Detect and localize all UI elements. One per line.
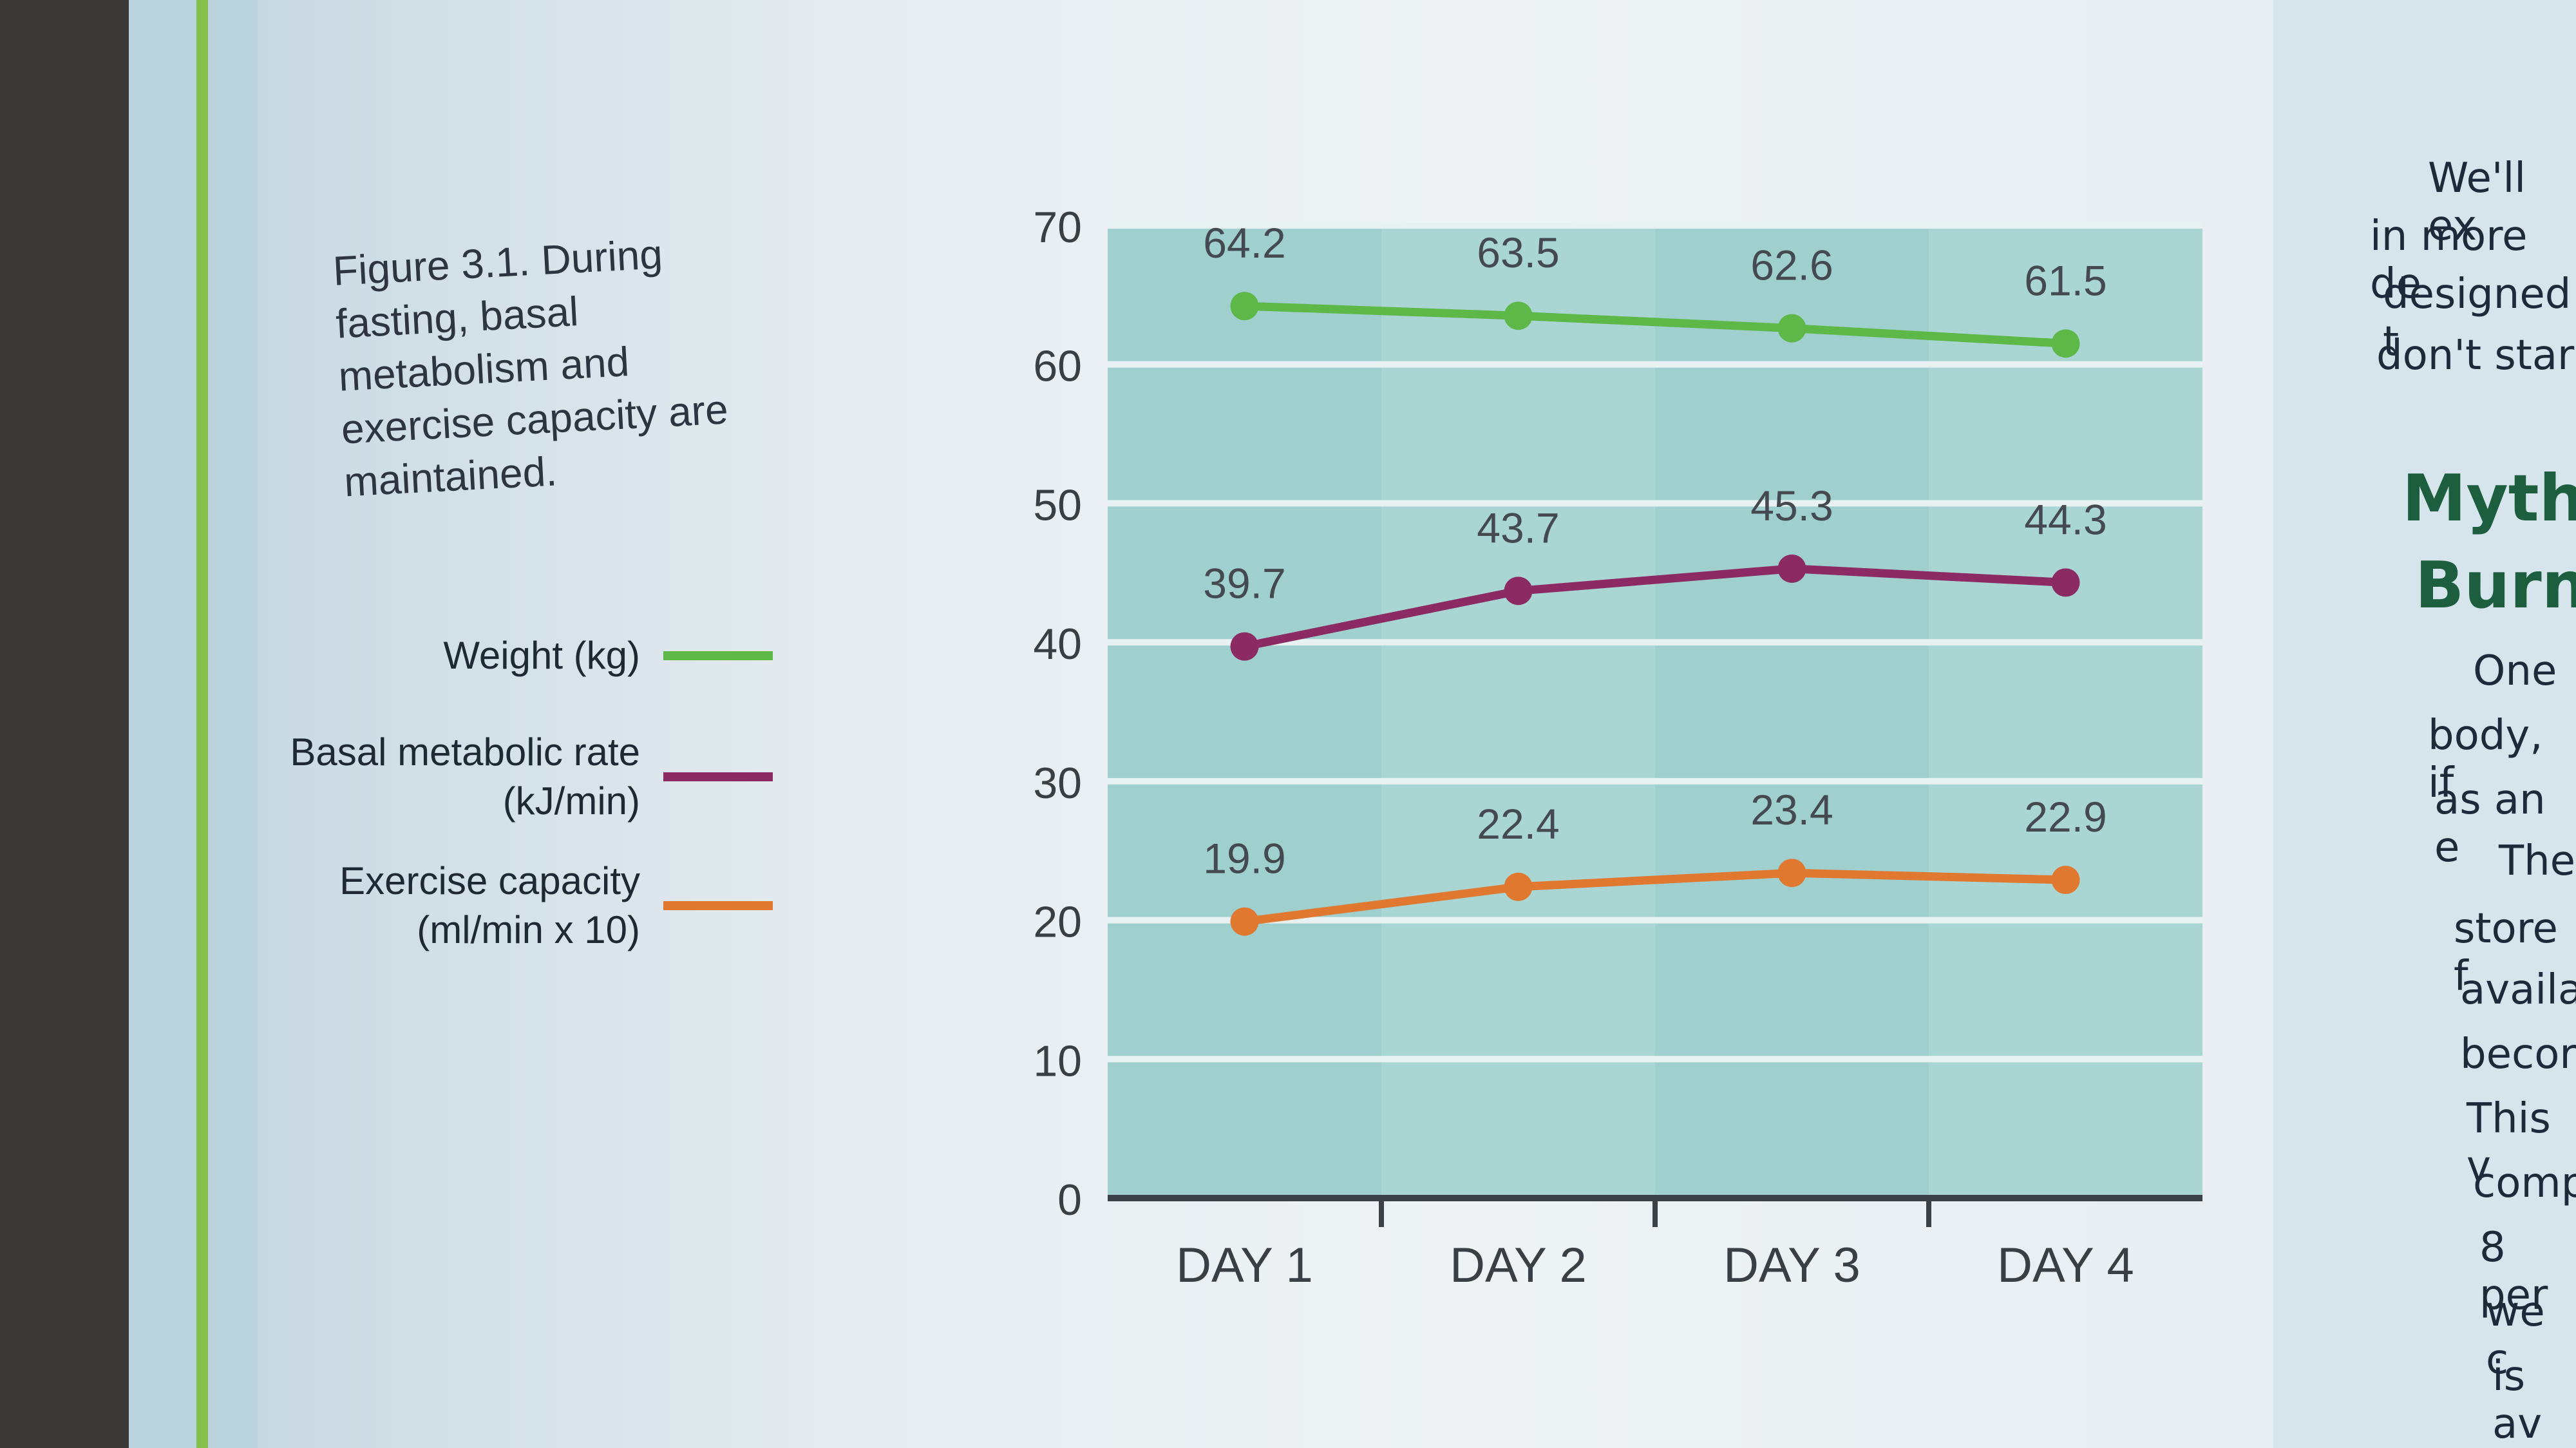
facing-page-text: We'll ex in more de designed t don't sta… bbox=[2344, 0, 2576, 1448]
x-tick-label-2: DAY 2 bbox=[1450, 1238, 1587, 1293]
data-label-weight-3: 62.6 bbox=[1750, 242, 1833, 289]
facing-line-8: The bbox=[2499, 837, 2576, 885]
data-label-bmr-4: 44.3 bbox=[2024, 495, 2107, 543]
facing-line-16: is av bbox=[2492, 1353, 2543, 1448]
data-label-weight-2: 63.5 bbox=[1477, 229, 1559, 276]
chart-legend: Weight (kg) Basal metabolic rate (kJ/min… bbox=[258, 631, 773, 1018]
y-tick-label-50: 50 bbox=[1033, 481, 1082, 529]
facing-heading-1: Myth bbox=[2402, 461, 2576, 536]
y-tick-label-0: 0 bbox=[1057, 1176, 1082, 1224]
series-line-weight bbox=[1240, 301, 2070, 348]
data-point-weight-2 bbox=[1504, 301, 1533, 330]
x-tick-label-4: DAY 4 bbox=[1997, 1238, 2134, 1293]
facing-line-5: One bbox=[2473, 647, 2557, 695]
data-label-bmr-2: 43.7 bbox=[1477, 504, 1559, 551]
plot-band-4 bbox=[1929, 225, 2202, 1198]
figure-caption: Figure 3.1. During fasting, basal metabo… bbox=[332, 231, 730, 506]
legend-item-bmr: Basal metabolic rate (kJ/min) bbox=[279, 728, 773, 826]
legend-swatch-weight bbox=[663, 651, 773, 660]
legend-label-weight: Weight (kg) bbox=[443, 634, 640, 677]
line-chart-svg: 0 10 20 30 40 50 60 70 DAY 1 DAY 2 DAY 3 DAY 4 64.2 6… bbox=[1033, 203, 2202, 1293]
data-label-weight-1: 64.2 bbox=[1203, 219, 1285, 267]
y-tick-label-60: 60 bbox=[1033, 342, 1082, 391]
facing-line-3: designed t bbox=[2383, 271, 2571, 366]
data-label-exercise-3: 23.4 bbox=[1750, 786, 1833, 834]
data-point-exercise-1 bbox=[1230, 907, 1259, 936]
facing-line-9: store f bbox=[2454, 905, 2558, 1000]
facing-line-13: comp bbox=[2473, 1159, 2576, 1207]
data-label-bmr-3: 45.3 bbox=[1750, 482, 1833, 529]
data-point-bmr-1 bbox=[1230, 632, 1259, 661]
plot-band-2 bbox=[1381, 225, 1655, 1198]
y-tick-label-20: 20 bbox=[1033, 898, 1082, 947]
facing-line-11: becor bbox=[2460, 1031, 2576, 1078]
plot-band-1 bbox=[1108, 225, 1381, 1198]
data-point-exercise-2 bbox=[1504, 872, 1533, 901]
facing-line-4: don't star bbox=[2376, 332, 2575, 379]
facing-line-7: as an e bbox=[2434, 776, 2546, 872]
facing-page bbox=[2273, 0, 2576, 1448]
data-point-exercise-3 bbox=[1777, 859, 1806, 888]
data-label-exercise-4: 22.9 bbox=[2024, 793, 2107, 841]
data-point-bmr-4 bbox=[2051, 568, 2080, 597]
plot-band-3 bbox=[1655, 225, 1929, 1198]
data-point-weight-4 bbox=[2051, 329, 2080, 358]
facing-line-1: We'll ex bbox=[2428, 155, 2526, 250]
legend-swatch-exercise bbox=[663, 901, 773, 910]
data-label-weight-4: 61.5 bbox=[2024, 256, 2107, 304]
facing-line-6: body, if bbox=[2428, 712, 2543, 807]
legend-swatch-bmr bbox=[663, 772, 773, 781]
legend-label-exercise: Exercise capacity (ml/min x 10) bbox=[339, 859, 640, 951]
data-point-weight-3 bbox=[1777, 314, 1806, 343]
legend-item-weight: Weight (kg) bbox=[279, 631, 773, 680]
legend-label-bmr: Basal metabolic rate (kJ/min) bbox=[290, 730, 640, 823]
series-line-bmr bbox=[1240, 564, 2070, 651]
data-label-exercise-1: 19.9 bbox=[1203, 835, 1285, 882]
data-point-bmr-3 bbox=[1777, 554, 1806, 583]
facing-heading-2: Burn bbox=[2415, 548, 2576, 623]
facing-line-12: This v bbox=[2467, 1095, 2551, 1190]
facing-line-2: in more de bbox=[2370, 213, 2528, 308]
facing-line-14: 8 per bbox=[2479, 1224, 2548, 1319]
data-label-bmr-1: 39.7 bbox=[1203, 560, 1285, 607]
y-tick-label-10: 10 bbox=[1033, 1036, 1082, 1085]
data-point-weight-1 bbox=[1230, 292, 1259, 321]
data-point-exercise-4 bbox=[2051, 866, 2080, 895]
x-tick-label-1: DAY 1 bbox=[1176, 1238, 1313, 1293]
legend-item-exercise: Exercise capacity (ml/min x 10) bbox=[279, 857, 773, 955]
y-tick-label-40: 40 bbox=[1033, 620, 1082, 669]
data-label-exercise-2: 22.4 bbox=[1477, 800, 1559, 848]
facing-line-10: availa bbox=[2460, 966, 2576, 1014]
x-tick-label-3: DAY 3 bbox=[1723, 1238, 1861, 1293]
y-tick-label-30: 30 bbox=[1033, 759, 1082, 808]
line-chart: 0 10 20 30 40 50 60 70 DAY 1 DAY 2 DAY 3 DAY 4 64.2 6… bbox=[979, 180, 2267, 1353]
series-line-exercise bbox=[1240, 868, 2070, 926]
data-point-bmr-2 bbox=[1504, 576, 1533, 605]
facing-line-15: we c bbox=[2486, 1288, 2545, 1384]
page-accent-strip bbox=[196, 0, 208, 1448]
y-tick-label-70: 70 bbox=[1033, 203, 1082, 252]
